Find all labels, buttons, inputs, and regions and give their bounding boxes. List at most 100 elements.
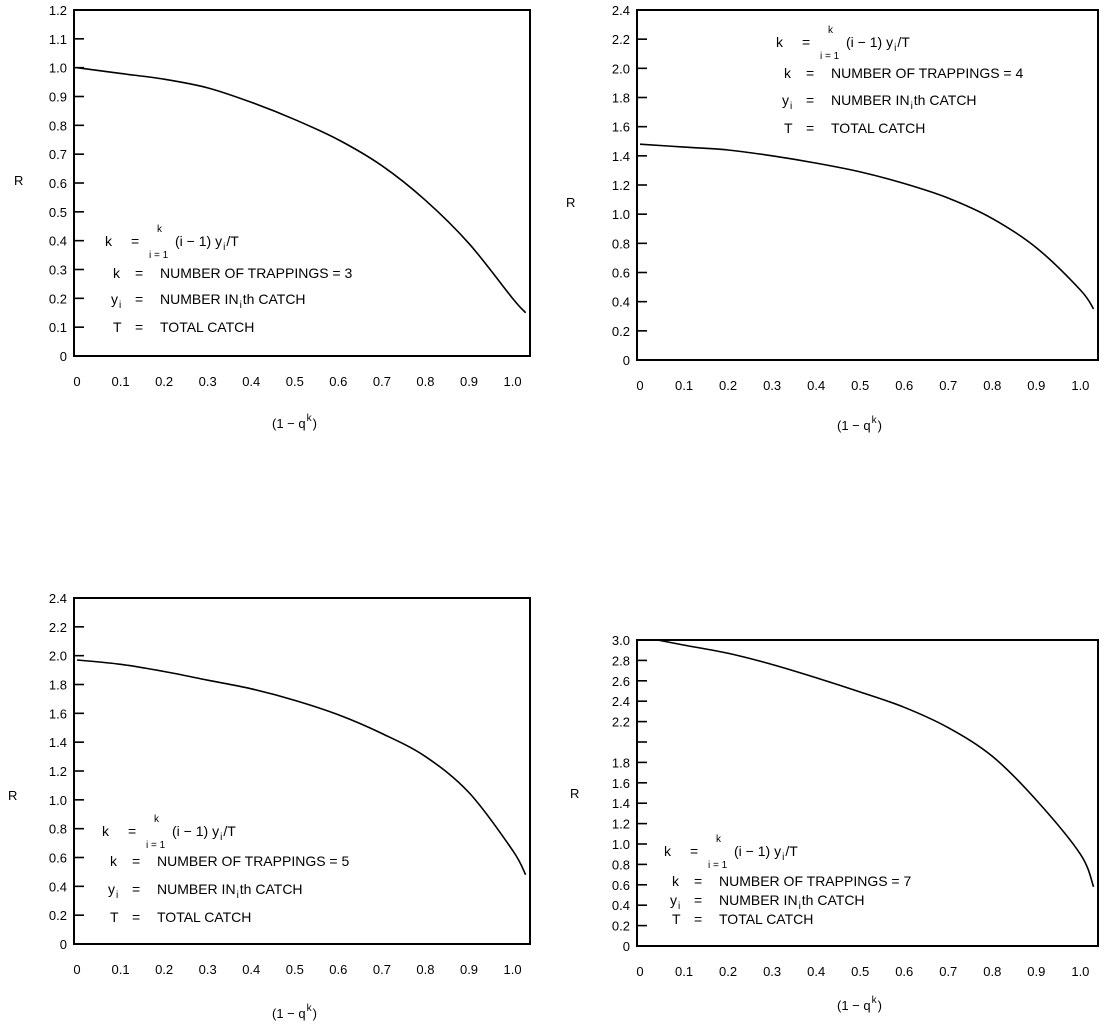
- x-tick-label: 0.8: [416, 962, 434, 977]
- formula-sub: i: [220, 832, 222, 843]
- catch-text-sub: i: [911, 101, 913, 112]
- formula-sub: i: [223, 242, 225, 253]
- trappings-symbol: k: [672, 873, 680, 889]
- catch-eq: =: [694, 892, 702, 908]
- catch-symbol-sub: i: [119, 300, 121, 311]
- x-tick-label: 0.2: [155, 962, 173, 977]
- x-tick-label: 0.6: [329, 962, 347, 977]
- total-eq: =: [135, 319, 143, 335]
- formula-lower-limit: i = 1: [820, 51, 840, 62]
- formula-upper-limit: k: [716, 834, 722, 845]
- x-axis-label-sup: k: [307, 413, 313, 424]
- x-tick-label: 1.0: [1071, 964, 1089, 979]
- x-tick-label: 0.7: [373, 962, 391, 977]
- x-tick-label: 0.4: [807, 964, 825, 979]
- y-tick-label: 1.8: [612, 91, 630, 106]
- series-line-R: [657, 639, 1095, 888]
- x-tick-label: 0.8: [983, 378, 1001, 393]
- y-tick-label: 1.1: [49, 32, 67, 47]
- formula-lhs: k: [102, 823, 110, 839]
- y-tick-label: 1.0: [49, 793, 67, 808]
- formula-upper-limit: k: [154, 814, 160, 825]
- y-tick-label: 2.4: [612, 694, 630, 709]
- x-axis-label-close: ): [878, 418, 882, 433]
- y-tick-label: 0.2: [612, 324, 630, 339]
- catch-text: NUMBER IN: [160, 291, 239, 307]
- x-tick-label: 1.0: [504, 374, 522, 389]
- y-tick-label: 2.6: [612, 674, 630, 689]
- catch-symbol-sub: i: [678, 901, 680, 912]
- trappings-text: NUMBER OF TRAPPINGS = 3: [160, 265, 352, 281]
- x-tick-label: 0.3: [199, 962, 217, 977]
- x-axis-label-main: (1 − q: [837, 418, 871, 433]
- y-tick-label: 1.2: [612, 178, 630, 193]
- catch-symbol-sub: i: [790, 101, 792, 112]
- x-tick-label: 0.2: [719, 378, 737, 393]
- formula-tail: /T: [223, 823, 236, 839]
- formula-sub: i: [782, 852, 784, 863]
- formula-lower-limit: i = 1: [708, 860, 728, 871]
- x-axis-label-sup: k: [872, 415, 878, 426]
- catch-text-sub: i: [240, 300, 242, 311]
- x-axis-label-sup: k: [872, 995, 878, 1006]
- x-tick-label: 0.3: [763, 378, 781, 393]
- y-tick-label: 3.0: [612, 633, 630, 648]
- y-tick-label: 0.6: [612, 878, 630, 893]
- series-line-R: [76, 659, 527, 876]
- x-tick-label: 0.4: [807, 378, 825, 393]
- catch-text: NUMBER IN: [831, 92, 910, 108]
- x-tick-label: 0.8: [416, 374, 434, 389]
- y-tick-label: 0.9: [49, 90, 67, 105]
- formula-body: (i − 1) y: [734, 843, 781, 859]
- y-tick-label: 1.2: [49, 3, 67, 18]
- y-tick-label: 1.0: [612, 207, 630, 222]
- x-tick-label: 0.5: [851, 378, 869, 393]
- trappings-symbol: k: [110, 853, 118, 869]
- catch-eq: =: [806, 92, 814, 108]
- y-tick-label: 0.8: [49, 822, 67, 837]
- x-tick-label: 0.2: [155, 374, 173, 389]
- total-text: TOTAL CATCH: [160, 319, 254, 335]
- y-tick-label: 2.2: [49, 620, 67, 635]
- x-tick-label: 0.9: [1027, 378, 1045, 393]
- total-eq: =: [132, 909, 140, 925]
- y-tick-label: 2.8: [612, 653, 630, 668]
- y-tick-label: 1.6: [612, 776, 630, 791]
- x-axis-label-close: ): [313, 1006, 317, 1021]
- y-tick-label: 1.8: [49, 678, 67, 693]
- x-tick-label: 0.6: [329, 374, 347, 389]
- x-tick-label: 0: [636, 378, 643, 393]
- catch-text: NUMBER IN: [719, 892, 798, 908]
- x-tick-label: 0: [73, 374, 80, 389]
- chart-panel-2: 0 0.2 0.4 0.6 0.8 1.0 1.2 1.4 1.6 1.8 2.0 2.2 2.4 0 0.…: [566, 3, 1099, 433]
- y-tick-label: 0.4: [612, 295, 630, 310]
- formula-lower-limit: i = 1: [146, 840, 166, 851]
- catch-symbol: y: [670, 892, 677, 908]
- x-axis-label-main: (1 − q: [272, 416, 306, 431]
- catch-symbol: y: [111, 291, 118, 307]
- formula-tail: /T: [897, 34, 910, 50]
- y-tick-label: 0.7: [49, 147, 67, 162]
- y-tick-label: 1.4: [612, 149, 630, 164]
- y-tick-label: 0.5: [49, 205, 67, 220]
- formula-lower-limit: i = 1: [149, 250, 169, 261]
- plot-frame: [636, 639, 1099, 947]
- catch-text-end: th CATCH: [240, 881, 303, 897]
- total-text: TOTAL CATCH: [157, 909, 251, 925]
- x-tick-label: 0.5: [286, 962, 304, 977]
- y-tick-label: 0.2: [49, 291, 67, 306]
- trappings-symbol: k: [113, 265, 121, 281]
- total-text: TOTAL CATCH: [719, 911, 813, 927]
- catch-text: NUMBER IN: [157, 881, 236, 897]
- x-axis-label: (1 − q k): [837, 995, 882, 1013]
- formula-eq: =: [802, 34, 810, 50]
- y-tick-label: 0: [623, 353, 630, 368]
- plot-frame: [636, 9, 1099, 361]
- x-tick-label: 0.3: [763, 964, 781, 979]
- y-tick-label: 2.4: [49, 591, 67, 606]
- x-tick-label: 0.1: [675, 964, 693, 979]
- x-axis-label: (1 − q k): [837, 415, 882, 433]
- y-tick-label: 0.6: [49, 851, 67, 866]
- formula-lhs: k: [105, 233, 113, 249]
- trappings-eq: =: [132, 853, 140, 869]
